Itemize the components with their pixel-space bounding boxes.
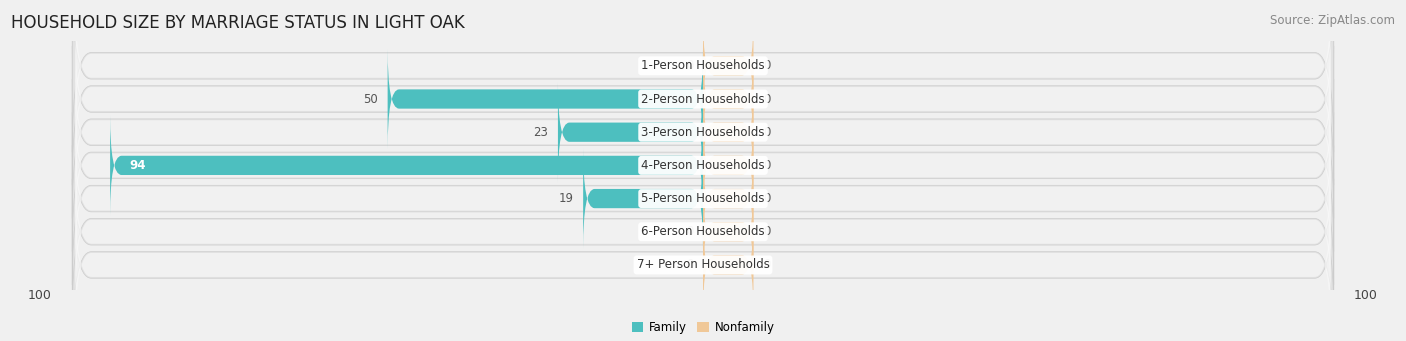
Text: 5-Person Households: 5-Person Households [641,192,765,205]
FancyBboxPatch shape [72,79,1334,252]
Text: 94: 94 [129,159,146,172]
Text: 0: 0 [763,192,770,205]
FancyBboxPatch shape [76,94,1330,236]
FancyBboxPatch shape [558,82,703,182]
Text: 19: 19 [558,192,574,205]
FancyBboxPatch shape [703,82,754,182]
Text: 0: 0 [686,59,693,72]
Text: HOUSEHOLD SIZE BY MARRIAGE STATUS IN LIGHT OAK: HOUSEHOLD SIZE BY MARRIAGE STATUS IN LIG… [11,14,465,32]
FancyBboxPatch shape [76,0,1330,137]
Text: 7+ Person Households: 7+ Person Households [637,258,769,271]
FancyBboxPatch shape [703,16,754,116]
Text: 0: 0 [763,126,770,139]
FancyBboxPatch shape [703,148,754,249]
Text: 6-Person Households: 6-Person Households [641,225,765,238]
FancyBboxPatch shape [76,161,1330,303]
FancyBboxPatch shape [110,115,703,216]
Text: 100: 100 [1354,289,1378,302]
FancyBboxPatch shape [72,0,1334,152]
FancyBboxPatch shape [703,182,754,282]
Text: 0: 0 [763,159,770,172]
Text: 4-Person Households: 4-Person Households [641,159,765,172]
FancyBboxPatch shape [76,128,1330,270]
FancyBboxPatch shape [76,61,1330,203]
Text: 0: 0 [686,225,693,238]
FancyBboxPatch shape [72,146,1334,318]
FancyBboxPatch shape [388,49,703,149]
FancyBboxPatch shape [72,13,1334,185]
Text: 1-Person Households: 1-Person Households [641,59,765,72]
Legend: Family, Nonfamily: Family, Nonfamily [627,316,779,339]
Text: 0: 0 [763,258,770,271]
Text: 0: 0 [763,92,770,105]
Text: 0: 0 [763,59,770,72]
FancyBboxPatch shape [76,194,1330,336]
Text: 100: 100 [28,289,52,302]
FancyBboxPatch shape [76,28,1330,170]
FancyBboxPatch shape [703,49,754,149]
FancyBboxPatch shape [583,148,703,249]
Text: 0: 0 [763,225,770,238]
Text: 23: 23 [534,126,548,139]
FancyBboxPatch shape [72,179,1334,341]
Text: 3-Person Households: 3-Person Households [641,126,765,139]
FancyBboxPatch shape [703,115,754,216]
FancyBboxPatch shape [72,46,1334,219]
FancyBboxPatch shape [72,112,1334,285]
Text: 0: 0 [686,258,693,271]
Text: 2-Person Households: 2-Person Households [641,92,765,105]
FancyBboxPatch shape [703,215,754,315]
Text: Source: ZipAtlas.com: Source: ZipAtlas.com [1270,14,1395,27]
Text: 50: 50 [363,92,378,105]
